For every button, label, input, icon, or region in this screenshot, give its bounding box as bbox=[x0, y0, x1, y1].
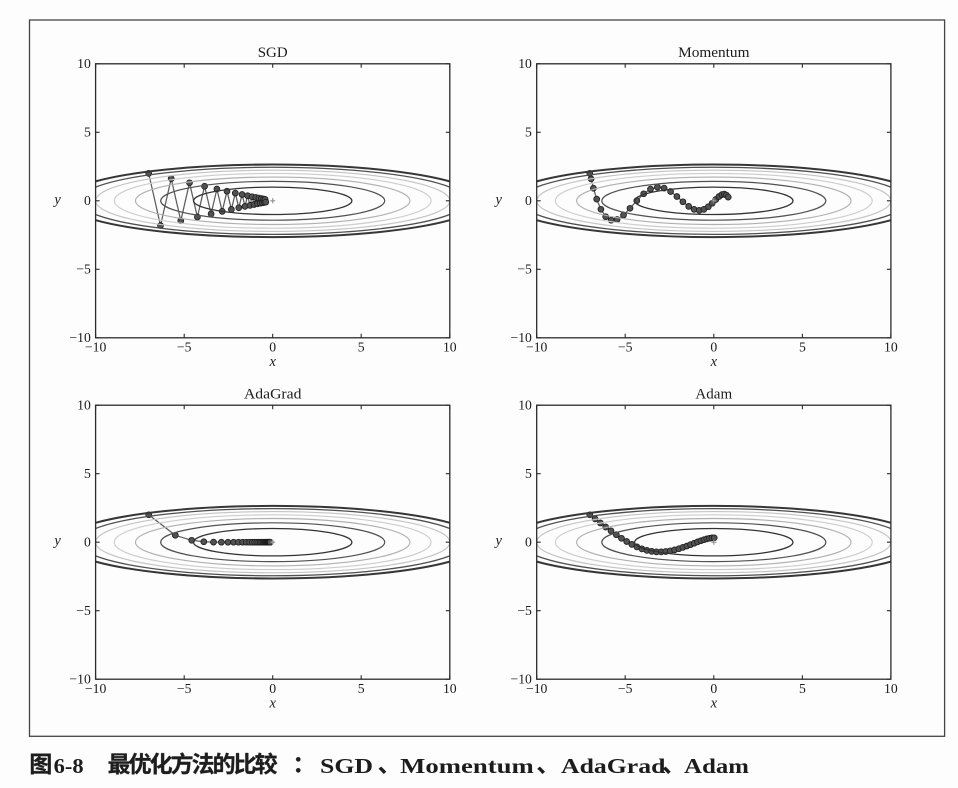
svg-text:x: x bbox=[268, 354, 276, 370]
svg-text:10: 10 bbox=[884, 681, 898, 696]
svg-text:5: 5 bbox=[799, 681, 806, 696]
svg-text:10: 10 bbox=[77, 398, 91, 413]
svg-text:0: 0 bbox=[710, 681, 717, 696]
svg-text:x: x bbox=[268, 695, 276, 711]
svg-text:AdaGrad: AdaGrad bbox=[561, 754, 666, 778]
svg-text:10: 10 bbox=[443, 340, 457, 355]
svg-text:−5: −5 bbox=[618, 681, 633, 696]
svg-text:y: y bbox=[52, 192, 61, 208]
svg-text:5: 5 bbox=[799, 340, 806, 355]
svg-text:SGD: SGD bbox=[320, 754, 373, 778]
svg-text:0: 0 bbox=[84, 535, 91, 550]
svg-text:−10: −10 bbox=[526, 340, 548, 355]
svg-text:10: 10 bbox=[443, 681, 457, 696]
svg-text:Adam: Adam bbox=[695, 386, 732, 402]
svg-text:−10: −10 bbox=[69, 330, 91, 345]
svg-text:−5: −5 bbox=[517, 603, 532, 618]
svg-text:y: y bbox=[493, 533, 502, 549]
svg-text:10: 10 bbox=[77, 56, 91, 71]
svg-text:5: 5 bbox=[525, 125, 532, 140]
svg-text:x: x bbox=[710, 354, 718, 370]
svg-text:−5: −5 bbox=[76, 262, 91, 277]
svg-text:AdaGrad: AdaGrad bbox=[244, 386, 302, 402]
svg-text:−10: −10 bbox=[85, 340, 107, 355]
svg-text:6-8: 6-8 bbox=[54, 754, 84, 778]
svg-text:0: 0 bbox=[710, 340, 717, 355]
svg-text:10: 10 bbox=[518, 56, 532, 71]
svg-text:Momentum: Momentum bbox=[678, 45, 750, 61]
svg-text:10: 10 bbox=[518, 398, 532, 413]
svg-text:Adam: Adam bbox=[684, 754, 749, 778]
svg-text:10: 10 bbox=[884, 340, 898, 355]
svg-text:−10: −10 bbox=[526, 681, 548, 696]
svg-text:5: 5 bbox=[525, 466, 532, 481]
svg-text:−5: −5 bbox=[517, 262, 532, 277]
svg-text:y: y bbox=[52, 533, 61, 549]
svg-text:5: 5 bbox=[84, 125, 91, 140]
svg-text:5: 5 bbox=[358, 340, 365, 355]
svg-text:−5: −5 bbox=[177, 340, 192, 355]
svg-text:5: 5 bbox=[84, 466, 91, 481]
svg-text:0: 0 bbox=[525, 193, 532, 208]
svg-text:y: y bbox=[493, 192, 502, 208]
svg-text:x: x bbox=[710, 695, 718, 711]
svg-text:0: 0 bbox=[84, 193, 91, 208]
svg-text:0: 0 bbox=[269, 681, 276, 696]
svg-text:−5: −5 bbox=[618, 340, 633, 355]
svg-text:0: 0 bbox=[269, 340, 276, 355]
svg-text:−5: −5 bbox=[76, 603, 91, 618]
svg-text:0: 0 bbox=[525, 535, 532, 550]
svg-text:−10: −10 bbox=[85, 681, 107, 696]
svg-text:−5: −5 bbox=[177, 681, 192, 696]
svg-text:Momentum: Momentum bbox=[400, 754, 534, 778]
svg-text:5: 5 bbox=[358, 681, 365, 696]
svg-text:−10: −10 bbox=[69, 672, 91, 687]
svg-text:−10: −10 bbox=[510, 330, 532, 345]
svg-text:−10: −10 bbox=[510, 672, 532, 687]
svg-text:SGD: SGD bbox=[258, 45, 288, 61]
